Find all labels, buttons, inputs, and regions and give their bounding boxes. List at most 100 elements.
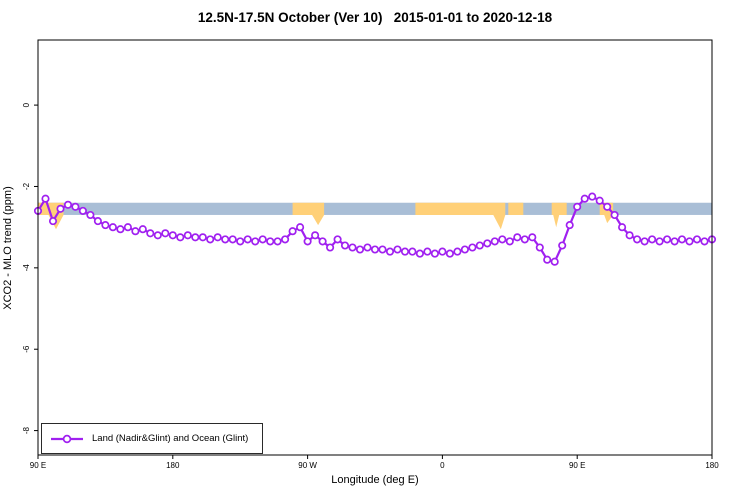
series-marker bbox=[408, 247, 417, 256]
series-marker bbox=[71, 202, 80, 211]
series-marker bbox=[430, 249, 439, 258]
series-marker bbox=[41, 194, 50, 203]
land-patch-2 bbox=[292, 202, 325, 226]
series-marker bbox=[78, 206, 87, 215]
series-marker bbox=[168, 231, 177, 240]
series-marker bbox=[123, 223, 132, 232]
x-tick-label: 180 bbox=[166, 461, 180, 470]
x-tick-label: 90 E bbox=[569, 461, 585, 470]
series-marker bbox=[176, 233, 185, 242]
series-marker bbox=[438, 247, 447, 256]
series-marker bbox=[633, 235, 642, 244]
ocean-glint-band bbox=[38, 202, 712, 215]
series-marker bbox=[153, 231, 162, 240]
series-marker bbox=[655, 237, 664, 246]
y-tick-label: -6 bbox=[22, 345, 31, 353]
series-marker bbox=[116, 225, 125, 234]
series-marker bbox=[48, 217, 58, 226]
series-marker bbox=[573, 202, 582, 211]
series-marker bbox=[303, 237, 312, 246]
series-marker bbox=[378, 245, 387, 254]
series-marker bbox=[610, 210, 619, 220]
series-marker bbox=[535, 243, 544, 252]
series-marker bbox=[520, 235, 529, 244]
series-marker bbox=[588, 192, 597, 201]
series-marker bbox=[266, 237, 275, 246]
series-marker bbox=[468, 243, 477, 252]
series-marker bbox=[251, 237, 260, 246]
series-marker bbox=[221, 235, 230, 244]
series-marker bbox=[370, 245, 380, 254]
series-marker bbox=[692, 235, 702, 244]
series-marker bbox=[206, 235, 215, 244]
series-marker bbox=[355, 245, 365, 254]
series-marker bbox=[288, 227, 297, 236]
series-marker bbox=[483, 239, 492, 248]
series-marker bbox=[93, 217, 102, 226]
series-marker bbox=[311, 231, 320, 240]
series-marker bbox=[236, 237, 245, 246]
series-marker bbox=[603, 202, 612, 211]
series-marker bbox=[558, 241, 567, 250]
series-marker bbox=[56, 204, 65, 213]
series-marker bbox=[326, 243, 335, 252]
series-marker bbox=[101, 221, 110, 230]
series-marker bbox=[685, 237, 694, 246]
series-marker bbox=[258, 235, 267, 244]
legend: Land (Nadir&Glint) and Ocean (Glint) bbox=[41, 423, 264, 454]
series-marker bbox=[348, 243, 357, 252]
legend-label: Land (Nadir&Glint) and Ocean (Glint) bbox=[92, 433, 249, 444]
series-marker bbox=[385, 247, 395, 256]
series-marker bbox=[498, 235, 507, 244]
legend-line-circle-marker bbox=[51, 434, 83, 443]
plot-border bbox=[37, 39, 713, 456]
series-marker bbox=[415, 249, 424, 258]
land-patch-3 bbox=[415, 202, 506, 230]
series-marker bbox=[86, 210, 95, 220]
series-marker bbox=[273, 237, 282, 246]
series-marker bbox=[490, 237, 499, 246]
land-patch-4 bbox=[508, 202, 524, 215]
series-marker bbox=[648, 235, 657, 244]
x-tick-label: 90 E bbox=[30, 461, 46, 470]
series-marker bbox=[543, 255, 552, 264]
series-marker bbox=[281, 235, 290, 244]
series-marker bbox=[513, 233, 522, 242]
series-marker bbox=[505, 237, 514, 246]
series-marker bbox=[198, 233, 207, 242]
series-marker bbox=[318, 237, 327, 246]
series-marker bbox=[423, 247, 432, 256]
series-marker bbox=[108, 223, 117, 232]
x-axis-label: Longitude (deg E) bbox=[331, 474, 419, 486]
series-marker bbox=[670, 237, 679, 246]
x-tick-label: 0 bbox=[440, 461, 445, 470]
series-marker bbox=[595, 196, 604, 205]
series-marker bbox=[625, 231, 634, 240]
series-marker bbox=[340, 241, 350, 250]
series-marker bbox=[640, 237, 649, 246]
chart-title: 12.5N-17.5N October (Ver 10) 2015-01-01 … bbox=[197, 10, 553, 25]
series-marker bbox=[400, 247, 410, 256]
series-marker bbox=[161, 229, 170, 238]
series-marker bbox=[528, 233, 537, 242]
series-marker bbox=[618, 223, 627, 232]
series-marker bbox=[183, 231, 192, 240]
series-marker bbox=[191, 233, 200, 242]
series-marker bbox=[138, 225, 147, 234]
series-marker bbox=[296, 223, 305, 232]
y-tick-label: -2 bbox=[22, 182, 31, 190]
series-marker bbox=[131, 227, 140, 236]
series-marker bbox=[700, 237, 709, 246]
y-tick-label: -4 bbox=[22, 264, 31, 272]
x-tick-label: 90 W bbox=[298, 461, 317, 470]
series-marker bbox=[550, 257, 559, 266]
series-marker bbox=[363, 243, 372, 252]
series-marker bbox=[677, 235, 687, 244]
y-tick-label: -8 bbox=[22, 426, 31, 434]
series-marker bbox=[445, 249, 454, 258]
series-marker bbox=[453, 247, 462, 256]
series-marker bbox=[565, 221, 574, 230]
land-patch-5 bbox=[551, 202, 567, 228]
